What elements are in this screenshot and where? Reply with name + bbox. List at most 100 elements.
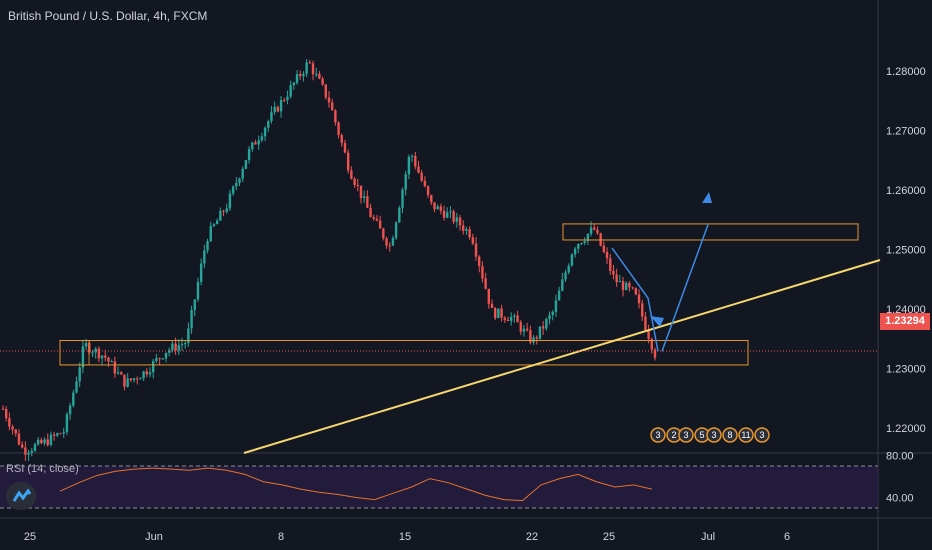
candle-body [91,352,94,354]
event-marker-icon [650,427,666,443]
candle-body [305,62,308,74]
candle-body [468,229,471,238]
event-count-label: 3 [655,430,660,440]
candle-body [372,217,375,219]
candle-body [72,392,75,406]
candle-body [36,439,40,445]
y-tick-label: 1.28000 [886,66,926,78]
candle-body [161,358,165,360]
last-price-badge: 1.23294 [880,313,930,330]
candle-body [426,186,430,196]
chart-title: British Pound / U.S. Dollar, 4h, FXCM [8,9,208,23]
candle-body [193,299,196,310]
candle-body [286,96,289,101]
candle-body [478,256,481,267]
candle-body [330,102,334,111]
candle-body [100,355,104,359]
candle-body [430,195,433,203]
candle-body [152,361,155,373]
candle-body [417,166,420,173]
candle-body [353,178,356,185]
candle-body [570,254,574,266]
candle-body [522,328,526,332]
candle-body [276,106,280,112]
candle-body [177,345,180,351]
candle-body [14,429,17,434]
candle-body [222,210,225,212]
candle-body [567,265,570,273]
candle-body [136,378,139,380]
logo-icon [6,482,36,510]
candle-body [24,447,27,455]
candle-body [196,281,200,300]
candle-body [513,315,516,317]
rsi-tick-label: 40.00 [886,493,914,505]
candle-body [257,140,260,145]
candle-body [334,110,337,123]
y-tick-label: 1.22000 [886,423,926,435]
candle-body [554,300,558,312]
event-count-label: 5 [699,430,704,440]
candle-body [621,281,625,290]
rsi-band [0,466,878,508]
candle-body [548,315,551,320]
candle-body [206,241,209,251]
candle-body [583,241,586,243]
candle-body [241,168,244,179]
candle-body [231,186,235,194]
arrowhead-icon [650,316,664,327]
candle-body [167,349,171,353]
event-count-label: 8 [727,430,732,440]
candle-body [97,348,101,359]
candle-body [455,217,459,222]
y-tick-label: 1.26000 [886,185,926,197]
x-tick-label: 6 [784,531,790,543]
candle-body [1,408,5,410]
candle-body [481,266,484,279]
candle-body [637,294,641,304]
candle-body [263,127,267,137]
candle-body [529,330,532,343]
candle-body [634,288,638,295]
candle-body [273,106,276,113]
candle-body [366,196,369,208]
candle-body [30,450,33,453]
candle-body [398,207,401,223]
candle-body [267,121,270,128]
candle-body [56,433,59,436]
candle-body [462,225,465,231]
candle-body [388,245,391,247]
candle-body [8,418,11,427]
candle-body [4,409,8,419]
candle-body [493,308,497,319]
x-tick-label: 25 [603,531,615,543]
candle-body [199,263,203,282]
candle-body [625,282,628,290]
candle-body [113,361,117,374]
rsi-line [59,467,653,502]
candle-body [302,73,305,77]
candle-body [107,357,110,362]
x-tick-label: 15 [399,531,411,543]
event-count-label: 3 [683,430,688,440]
candle-body [557,290,561,301]
candle-body [378,220,382,229]
x-tick-label: 25 [24,531,36,543]
candle-body [260,136,264,141]
candle-body [605,251,609,259]
candle-body [564,272,567,280]
candle-body [228,193,232,209]
candle-body [404,174,407,190]
candle-body [612,270,615,275]
candle-body [446,212,449,218]
candle-body [647,329,650,339]
candle-body [471,237,475,244]
event-marker-icon [738,427,754,443]
resistance-zone [562,223,859,241]
candle-body [139,378,142,380]
candle-body [509,316,513,322]
projection-down [611,247,659,352]
candle-body [359,185,363,199]
candle-body [602,245,606,252]
